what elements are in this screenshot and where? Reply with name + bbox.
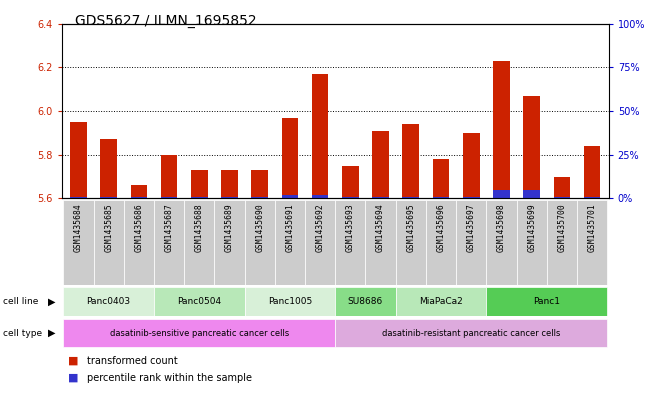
Bar: [161, 155, 178, 198]
Bar: [463, 197, 480, 198]
Bar: [493, 190, 510, 198]
Bar: [553, 197, 570, 198]
Bar: [251, 197, 268, 198]
Text: GSM1435692: GSM1435692: [316, 203, 325, 252]
Bar: [433, 197, 449, 198]
Text: GSM1435688: GSM1435688: [195, 203, 204, 252]
Bar: [305, 200, 335, 285]
Text: ■: ■: [68, 373, 79, 383]
Text: GSM1435701: GSM1435701: [588, 203, 596, 252]
Text: Panc1005: Panc1005: [268, 297, 312, 306]
Text: transformed count: transformed count: [87, 356, 177, 366]
Bar: [70, 122, 87, 198]
Text: GSM1435697: GSM1435697: [467, 203, 476, 252]
Bar: [94, 200, 124, 285]
Text: ▶: ▶: [48, 328, 55, 338]
Bar: [275, 200, 305, 285]
Bar: [342, 197, 359, 198]
Bar: [312, 74, 329, 198]
Bar: [463, 133, 480, 198]
Bar: [426, 200, 456, 285]
Text: ■: ■: [68, 356, 79, 366]
Bar: [335, 319, 607, 347]
Bar: [396, 287, 486, 316]
Bar: [493, 61, 510, 198]
Text: GSM1435684: GSM1435684: [74, 203, 83, 252]
Bar: [342, 166, 359, 198]
Bar: [251, 170, 268, 198]
Bar: [312, 195, 329, 198]
Text: GSM1435700: GSM1435700: [557, 203, 566, 252]
Bar: [523, 190, 540, 198]
Bar: [154, 287, 245, 316]
Bar: [63, 200, 94, 285]
Text: Panc0504: Panc0504: [177, 297, 221, 306]
Bar: [245, 200, 275, 285]
Text: Panc0403: Panc0403: [87, 297, 131, 306]
Bar: [456, 200, 486, 285]
Bar: [553, 176, 570, 198]
Bar: [221, 170, 238, 198]
Text: Panc1: Panc1: [533, 297, 561, 306]
Bar: [282, 195, 298, 198]
Bar: [486, 287, 607, 316]
Text: GSM1435695: GSM1435695: [406, 203, 415, 252]
Bar: [131, 197, 147, 198]
Text: GSM1435687: GSM1435687: [165, 203, 174, 252]
Bar: [516, 200, 547, 285]
Bar: [161, 197, 178, 198]
Bar: [131, 185, 147, 198]
Bar: [523, 96, 540, 198]
Bar: [584, 146, 600, 198]
Bar: [372, 197, 389, 198]
Bar: [191, 170, 208, 198]
Text: GSM1435686: GSM1435686: [134, 203, 143, 252]
Text: ▶: ▶: [48, 297, 55, 307]
Text: GDS5627 / ILMN_1695852: GDS5627 / ILMN_1695852: [75, 14, 256, 28]
Text: GSM1435690: GSM1435690: [255, 203, 264, 252]
Bar: [335, 200, 365, 285]
Bar: [365, 200, 396, 285]
Bar: [184, 200, 214, 285]
Bar: [577, 200, 607, 285]
Text: percentile rank within the sample: percentile rank within the sample: [87, 373, 251, 383]
Bar: [335, 287, 396, 316]
Bar: [547, 200, 577, 285]
Bar: [282, 118, 298, 198]
Text: GSM1435689: GSM1435689: [225, 203, 234, 252]
Bar: [245, 287, 335, 316]
Bar: [63, 287, 154, 316]
Text: MiaPaCa2: MiaPaCa2: [419, 297, 463, 306]
Text: SU8686: SU8686: [348, 297, 383, 306]
Bar: [154, 200, 184, 285]
Bar: [396, 200, 426, 285]
Bar: [124, 200, 154, 285]
Text: GSM1435685: GSM1435685: [104, 203, 113, 252]
Text: GSM1435699: GSM1435699: [527, 203, 536, 252]
Bar: [402, 124, 419, 198]
Bar: [402, 197, 419, 198]
Text: GSM1435691: GSM1435691: [285, 203, 294, 252]
Text: cell type: cell type: [3, 329, 42, 338]
Bar: [584, 197, 600, 198]
Text: GSM1435698: GSM1435698: [497, 203, 506, 252]
Text: cell line: cell line: [3, 297, 38, 306]
Bar: [100, 197, 117, 198]
Bar: [372, 131, 389, 198]
Bar: [191, 197, 208, 198]
Bar: [221, 197, 238, 198]
Text: GSM1435696: GSM1435696: [437, 203, 445, 252]
Bar: [70, 197, 87, 198]
Text: GSM1435694: GSM1435694: [376, 203, 385, 252]
Text: GSM1435693: GSM1435693: [346, 203, 355, 252]
Text: dasatinib-sensitive pancreatic cancer cells: dasatinib-sensitive pancreatic cancer ce…: [109, 329, 289, 338]
Text: dasatinib-resistant pancreatic cancer cells: dasatinib-resistant pancreatic cancer ce…: [382, 329, 561, 338]
Bar: [63, 319, 335, 347]
Bar: [433, 159, 449, 198]
Bar: [100, 140, 117, 198]
Bar: [214, 200, 245, 285]
Bar: [486, 200, 516, 285]
